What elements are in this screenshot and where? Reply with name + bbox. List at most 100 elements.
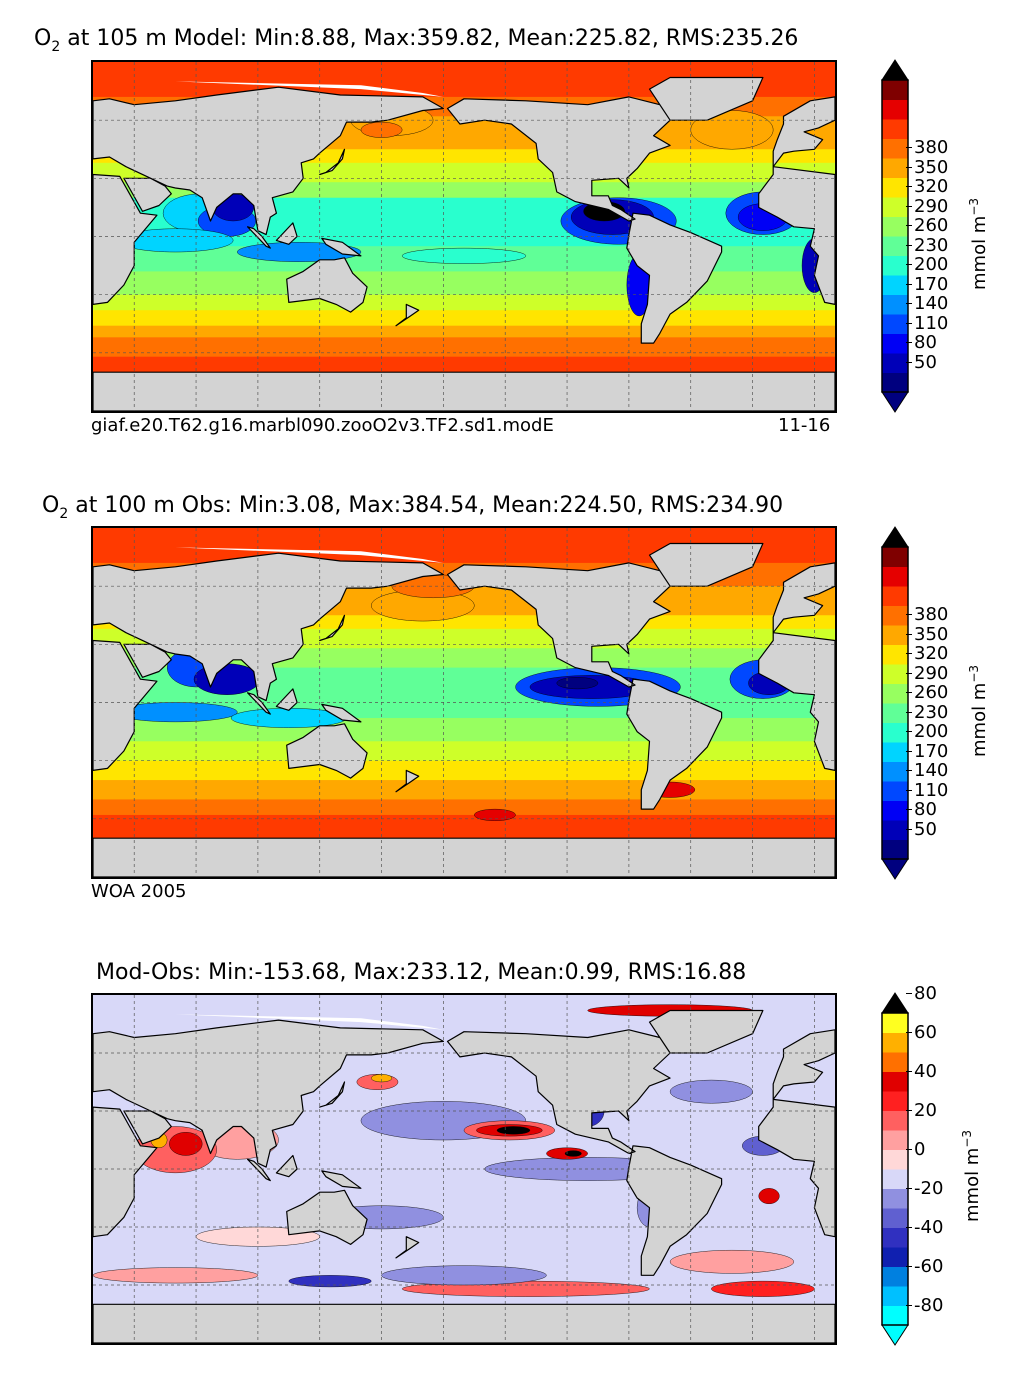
date-range-label: 11-16 — [778, 415, 831, 436]
map-diff — [91, 993, 837, 1345]
ocean-field-feature — [93, 1267, 259, 1284]
colorbar-tick-label: 140 — [905, 293, 949, 315]
colorbar-segment — [882, 158, 908, 178]
colorbar-segment — [882, 1305, 908, 1326]
colorbar-segment — [882, 839, 908, 860]
colorbar-extend-max — [881, 59, 909, 81]
land-mask — [93, 1009, 835, 1343]
colorbar-tick-label: 230 — [905, 234, 949, 256]
colorbar-tick-label: 200 — [905, 254, 949, 276]
colorbar-model: 50 80 110 140 170 200 230 260 290 320 350 380 — [881, 59, 948, 413]
ocean-field-band — [93, 271, 835, 296]
ocean-field-band — [93, 718, 835, 742]
colorbar-segment — [882, 1013, 908, 1033]
colorbar-segment — [882, 177, 908, 198]
colorbar-tick-label: -40 — [905, 1216, 944, 1238]
ocean-field-feature — [669, 1249, 794, 1274]
colorbar-tick-label: 230 — [905, 701, 949, 723]
colorbar-diff: -80 -60 -40 -20 0 20 40 60 80 — [881, 984, 943, 1346]
colorbar-segment — [882, 820, 908, 840]
run-name-label: giaf.e20.T62.g16.marbl090.zooO2v3.TF2.sd… — [91, 415, 554, 436]
colorbar-tick-label: 110 — [905, 779, 949, 801]
ocean-field-band — [93, 780, 835, 800]
colorbar-tick-label: 80 — [906, 982, 937, 1004]
colorbar-segment — [882, 781, 908, 801]
ocean-field-band — [93, 760, 835, 781]
colorbar-tick-label: 50 — [906, 818, 937, 840]
panel-title-obs: O2 at 100 m Obs: Min:3.08, Max:384.54, M… — [42, 493, 784, 522]
colorbar-segment — [882, 1032, 908, 1053]
colorbar-segment — [882, 197, 908, 217]
colorbar-segment — [882, 722, 908, 743]
colorbar-segment — [882, 119, 908, 139]
ocean-field-feature — [288, 1275, 372, 1288]
colorbar-tick-label: 320 — [905, 643, 949, 665]
colorbar-segment — [882, 99, 908, 120]
map-obs — [91, 526, 837, 879]
map-model — [91, 60, 837, 413]
units-label-diff: mmol m−3 — [960, 1129, 983, 1222]
colorbar-segment — [882, 1169, 908, 1189]
obs-source-label: WOA 2005 — [91, 881, 187, 902]
colorbar-extend-min — [881, 858, 909, 880]
colorbar-segment — [882, 294, 908, 315]
colorbar-tick-label: 50 — [906, 351, 937, 373]
colorbar-segment — [882, 1266, 908, 1287]
ocean-field-band — [93, 741, 835, 762]
units-label-obs: mmol m−3 — [967, 664, 990, 757]
colorbar-segment — [882, 664, 908, 684]
colorbar-segment — [882, 138, 908, 159]
ocean-field-feature — [711, 1280, 815, 1297]
colorbar-segment — [882, 1208, 908, 1228]
colorbar-segment — [882, 1286, 908, 1306]
colorbar-tick-label: 350 — [905, 156, 949, 178]
colorbar-tick-label: -20 — [905, 1177, 944, 1199]
ocean-field-feature — [564, 1150, 582, 1157]
colorbar-tick-label: 380 — [905, 604, 949, 626]
ocean-field-band — [93, 310, 835, 327]
colorbar-tick-label: 260 — [905, 682, 949, 704]
colorbar-tick-label: 20 — [906, 1099, 937, 1121]
colorbar-obs: 50 80 110 140 170 200 230 260 290 320 350 380 — [881, 526, 948, 880]
ocean-field-feature — [169, 1132, 203, 1156]
colorbar-segment — [882, 80, 908, 100]
colorbar-segment — [882, 236, 908, 256]
colorbar-tick-label: -80 — [905, 1294, 944, 1316]
colorbar-tick-label: -60 — [905, 1255, 944, 1277]
colorbar-tick-label: 80 — [906, 332, 937, 354]
colorbar-tick-label: 200 — [905, 721, 949, 743]
colorbar-segment — [882, 761, 908, 782]
colorbar-segment — [882, 1247, 908, 1267]
colorbar-tick-label: 260 — [905, 215, 949, 237]
ocean-field-band — [93, 799, 835, 816]
ocean-field-band — [93, 325, 835, 338]
colorbar-segment — [882, 353, 908, 373]
colorbar-tick-label: 290 — [905, 662, 949, 684]
colorbar-segment — [882, 1071, 908, 1092]
colorbar-segment — [882, 742, 908, 762]
colorbar-tick-label: 170 — [905, 273, 949, 295]
colorbar-tick-label: 40 — [906, 1060, 937, 1082]
colorbar-extend-min — [881, 391, 909, 413]
colorbar-extend-min — [881, 1324, 909, 1346]
colorbar-tick-label: 380 — [905, 137, 949, 159]
colorbar-extend-max — [881, 526, 909, 548]
ocean-field-feature — [758, 1188, 780, 1204]
colorbar-extend-max — [881, 992, 909, 1014]
colorbar-segment — [882, 1130, 908, 1150]
colorbar-segment — [882, 800, 908, 821]
ocean-field-feature — [496, 1126, 531, 1135]
colorbar-segment — [882, 1227, 908, 1248]
colorbar-tick-label: 290 — [905, 195, 949, 217]
no-data-region — [175, 547, 444, 563]
colorbar-tick-label: 350 — [905, 623, 949, 645]
colorbar-segment — [882, 683, 908, 704]
panel-title-model: O2 at 105 m Model: Min:8.88, Max:359.82,… — [34, 26, 799, 55]
ocean-field-band — [93, 294, 835, 311]
ocean-field-feature — [556, 677, 599, 690]
colorbar-tick-label: 170 — [905, 740, 949, 762]
colorbar-segment — [882, 625, 908, 645]
colorbar-segment — [882, 1110, 908, 1131]
colorbar-segment — [882, 703, 908, 723]
no-data-region — [175, 81, 444, 97]
